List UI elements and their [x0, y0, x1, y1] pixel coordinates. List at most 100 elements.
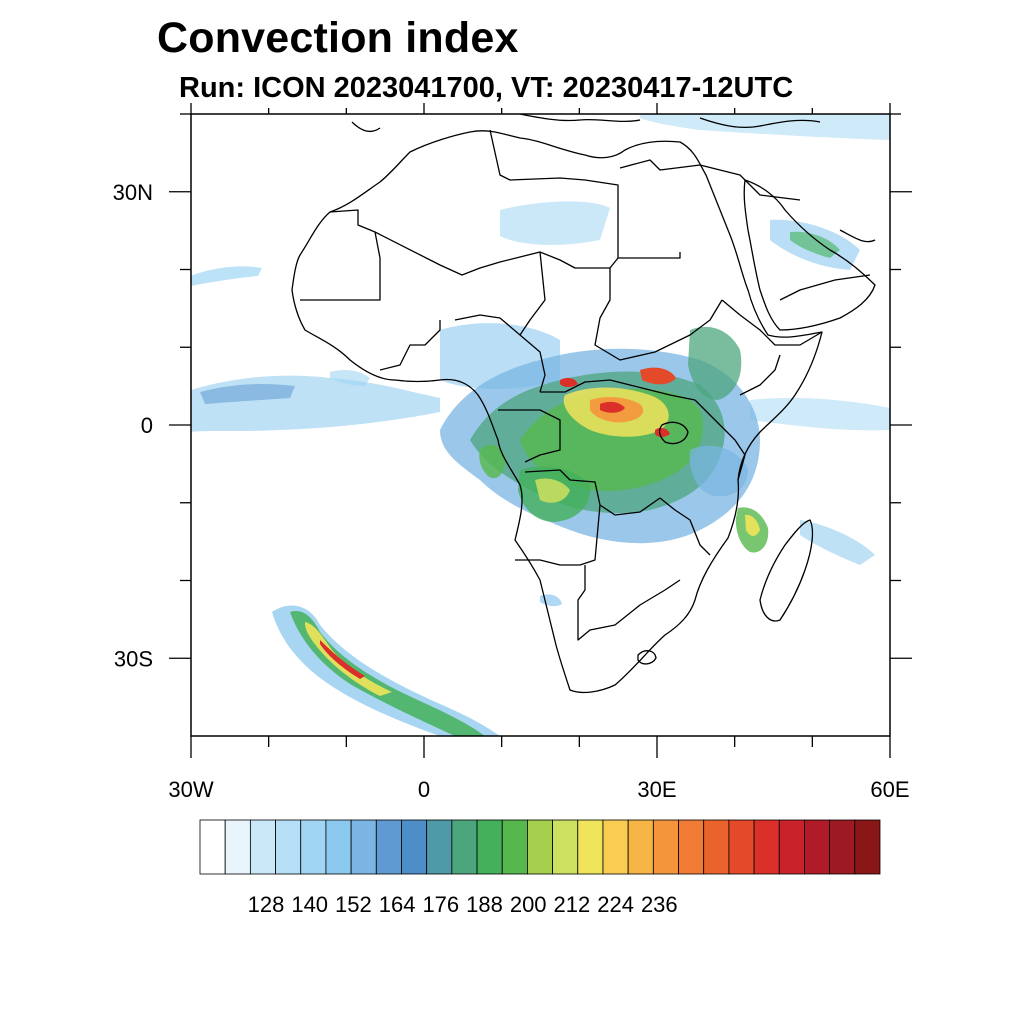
border-14 [694, 399, 746, 481]
field-north-strip [640, 114, 890, 140]
border-17 [779, 274, 871, 301]
axis-ticks [169, 103, 912, 758]
colorbar-swatch [804, 819, 831, 875]
colorbar-swatch [224, 819, 251, 875]
colorbar-swatch [527, 819, 553, 875]
field-west-coast-green [479, 444, 505, 479]
x-tick-label: 0 [418, 777, 430, 802]
field-front-outer [272, 605, 500, 736]
field-mozambique-core [745, 514, 760, 536]
colorbar-swatch [501, 819, 528, 875]
colorbar-swatch [577, 819, 604, 875]
colorbar-label: 128 [248, 892, 285, 917]
coastlines-and-borders [291, 114, 876, 694]
colorbar-label: 152 [335, 892, 372, 917]
colorbar-swatch [375, 819, 402, 875]
colorbar-label: 224 [597, 892, 634, 917]
y-tick-label: 0 [141, 413, 153, 438]
field-hotspot-red-3 [560, 377, 578, 387]
colorbar [199, 819, 881, 875]
colorbar-swatch [854, 819, 881, 875]
colorbar-label: 176 [422, 892, 459, 917]
colorbar-label: 236 [641, 892, 678, 917]
colorbar-swatch [426, 819, 453, 875]
field-atlantic-core [200, 384, 295, 404]
field-front-red [320, 640, 365, 679]
colorbar-label: 200 [510, 892, 547, 917]
field-arabia-core [790, 231, 840, 258]
colorbar-swatch [401, 819, 428, 875]
africa-coastline [291, 130, 823, 694]
arabia-coastline [743, 179, 876, 331]
border-8 [540, 379, 696, 401]
field-madagascar-sea [800, 520, 875, 565]
border-5 [594, 268, 723, 361]
field-patch-nw [191, 266, 262, 286]
colorbar-label: 188 [466, 892, 503, 917]
border-12 [577, 565, 681, 641]
field-tanzania [689, 445, 748, 497]
field-angola-yellow [535, 478, 570, 503]
colorbar-swatch [703, 819, 730, 875]
lake-victoria [658, 421, 689, 445]
colorbar-swatch [829, 819, 856, 875]
border-1 [329, 209, 681, 276]
colorbar-swatch [778, 819, 805, 875]
colorbar-label: 164 [379, 892, 416, 917]
field-patch-south-africa [540, 594, 562, 607]
colorbar-swatch [275, 819, 302, 875]
y-tick-label: 30N [113, 180, 153, 205]
field-hotspot-red-1 [600, 401, 625, 413]
border-10 [524, 469, 661, 516]
persian-gulf [839, 229, 876, 243]
field-east-africa [688, 326, 742, 400]
field-patch-gulf [330, 370, 370, 386]
border-16 [739, 354, 781, 396]
colorbar-label: 140 [291, 892, 328, 917]
lesotho [637, 650, 657, 665]
y-tick-label: 30S [114, 646, 153, 671]
border-9 [498, 409, 561, 463]
field-atlantic-band [191, 375, 440, 432]
chart-title: Convection index [157, 14, 519, 62]
border-15 [721, 299, 823, 346]
chart-subtitle: Run: ICON 2023041700, VT: 20230417-12UTC [179, 72, 794, 104]
field-hotspot-red-2 [640, 367, 676, 385]
colorbar-swatch [602, 819, 629, 875]
madagascar [759, 519, 814, 622]
field-front-mid [290, 610, 485, 736]
field-front-yellow [304, 622, 392, 696]
field-sahara [500, 201, 610, 245]
colorbar-swatch [300, 819, 327, 875]
colorbar-swatch [552, 819, 579, 875]
border-3 [300, 231, 381, 301]
field-hotspot-red-4 [655, 427, 670, 437]
x-tick-label: 30E [637, 777, 676, 802]
colorbar-swatch [652, 819, 679, 875]
border-6 [454, 314, 546, 393]
colorbar-swatch [678, 819, 705, 875]
colorbar-swatch [325, 819, 352, 875]
field-indian-ocean [750, 397, 890, 431]
border-18 [699, 164, 801, 201]
axis-tick-labels: 30W 0 30E 60E 30N 0 30S [113, 180, 910, 802]
x-tick-label: 30W [168, 777, 213, 802]
x-tick-label: 60E [870, 777, 909, 802]
border-13 [659, 497, 711, 556]
colorbar-swatch [476, 819, 503, 875]
colorbar-swatch [350, 819, 377, 875]
border-2 [489, 129, 619, 258]
colorbar-swatch [728, 819, 755, 875]
convection-field [191, 114, 890, 736]
colorbar-swatch [249, 819, 276, 875]
border-19 [619, 159, 701, 171]
colorbar-swatch [199, 819, 226, 875]
border-7 [379, 320, 441, 371]
europe-coast [351, 114, 821, 132]
colorbar-swatch [753, 819, 780, 875]
colorbar-swatch [451, 819, 478, 875]
colorbar-label: 212 [554, 892, 591, 917]
colorbar-swatch [627, 819, 654, 875]
border-11 [515, 504, 601, 566]
